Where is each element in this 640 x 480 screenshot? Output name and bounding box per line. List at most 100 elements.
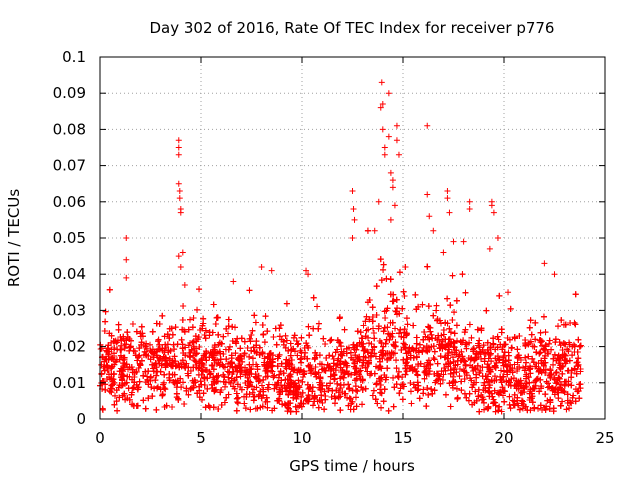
data-point (497, 367, 504, 374)
data-point (186, 353, 193, 360)
data-point (470, 345, 477, 352)
data-point (101, 327, 108, 334)
data-point (229, 337, 236, 344)
data-point (484, 361, 491, 368)
data-point (107, 385, 114, 392)
data-point (463, 394, 470, 401)
data-point (395, 368, 402, 375)
data-point (416, 341, 423, 348)
data-point (442, 391, 449, 398)
data-point (327, 373, 334, 380)
data-point (242, 405, 249, 412)
data-point (410, 381, 417, 388)
data-point (402, 263, 409, 270)
data-point (401, 292, 408, 299)
data-point (461, 375, 468, 382)
data-point (420, 390, 427, 397)
data-point (336, 314, 343, 321)
data-point (233, 407, 240, 414)
data-point (300, 374, 307, 381)
data-point (282, 344, 289, 351)
data-point (492, 408, 499, 415)
data-point (277, 322, 284, 329)
data-point (140, 372, 147, 379)
data-point (323, 354, 330, 361)
data-point (229, 323, 236, 330)
data-point (155, 336, 162, 343)
data-point (491, 373, 498, 380)
data-point (172, 324, 179, 331)
data-point (315, 320, 322, 327)
data-point (328, 336, 335, 343)
data-point (185, 391, 192, 398)
data-point (112, 392, 119, 399)
data-point (295, 340, 302, 347)
data-point (404, 321, 411, 328)
data-point (469, 364, 476, 371)
data-point (453, 385, 460, 392)
data-point (363, 313, 370, 320)
grid-lines (100, 57, 605, 419)
data-point (99, 405, 106, 412)
data-point (136, 378, 143, 385)
data-point (329, 353, 336, 360)
data-point (449, 272, 456, 279)
data-point (209, 385, 216, 392)
data-point (408, 400, 415, 407)
data-point (321, 406, 328, 413)
data-point (393, 357, 400, 364)
data-point (446, 325, 453, 332)
data-point (558, 381, 565, 388)
data-point (286, 372, 293, 379)
data-point (500, 368, 507, 375)
data-point (425, 391, 432, 398)
data-point (138, 323, 145, 330)
data-point (448, 349, 455, 356)
data-point (106, 286, 113, 293)
data-point (360, 322, 367, 329)
data-point (550, 408, 557, 415)
data-point (456, 373, 463, 380)
data-point (203, 357, 210, 364)
data-point (202, 335, 209, 342)
data-point (249, 355, 256, 362)
data-point (310, 325, 317, 332)
data-point (247, 379, 254, 386)
data-point (171, 353, 178, 360)
data-point (265, 353, 272, 360)
data-point (551, 351, 558, 358)
data-point (370, 330, 377, 337)
data-point (187, 367, 194, 374)
data-point (576, 395, 583, 402)
data-point (246, 287, 253, 294)
data-point (318, 385, 325, 392)
data-point (149, 328, 156, 335)
data-point (380, 261, 387, 268)
data-point (345, 371, 352, 378)
data-point (483, 307, 490, 314)
data-point (480, 342, 487, 349)
data-point (103, 347, 110, 354)
data-point (527, 317, 534, 324)
data-points (97, 79, 584, 415)
data-point (319, 400, 326, 407)
data-point (398, 333, 405, 340)
data-point (345, 381, 352, 388)
data-point (338, 343, 345, 350)
data-point (210, 301, 217, 308)
data-point (264, 404, 271, 411)
data-point (103, 364, 110, 371)
data-point (527, 370, 534, 377)
data-point (169, 331, 176, 338)
data-point (359, 401, 366, 408)
data-point (537, 329, 544, 336)
data-point (261, 355, 268, 362)
data-point (331, 400, 338, 407)
data-point (344, 394, 351, 401)
data-point (150, 368, 157, 375)
data-point (220, 351, 227, 358)
data-point (486, 382, 493, 389)
data-point (383, 336, 390, 343)
data-point (321, 388, 328, 395)
